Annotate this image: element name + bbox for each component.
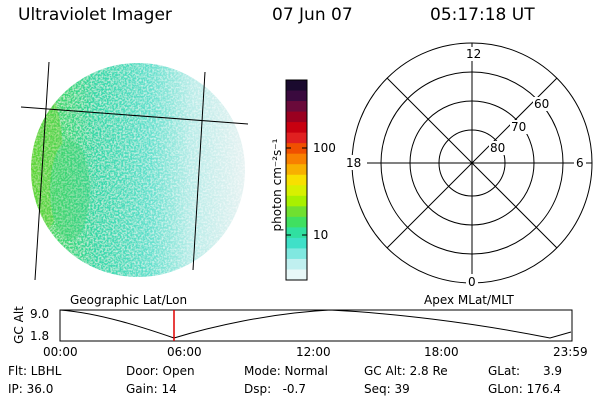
colorbar-tick-100: 100 (313, 141, 336, 155)
time-tick-1200: 12:00 (296, 345, 331, 359)
image-time: 05:17:18 UT (430, 5, 535, 25)
uv-image-disc (31, 63, 245, 277)
colorbar-segment (286, 80, 307, 92)
colorbar-segment (286, 111, 307, 123)
footer-dsp: Dsp: -0.7 (244, 382, 307, 396)
altitude-plot (59, 309, 573, 342)
colorbar-segment (286, 195, 307, 207)
colorbar-segment (286, 237, 307, 250)
image-date: 07 Jun 07 (272, 5, 353, 25)
mlt-label-6: 6 (576, 156, 584, 170)
colorbar-segment (286, 122, 307, 134)
altitude-ymin: 1.8 (30, 329, 50, 343)
label-bg-60 (533, 97, 553, 111)
polar-grid (351, 42, 593, 284)
time-tick-0000: 00:00 (43, 345, 78, 359)
mlat-label-80: 80 (490, 141, 506, 155)
time-tick-0600: 06:00 (167, 345, 202, 359)
mlt-label-12: 12 (466, 47, 482, 61)
geo-label: Geographic Lat/Lon (70, 293, 188, 307)
footer-mode: Mode: Normal (244, 364, 328, 378)
footer-door: Door: Open (126, 364, 195, 378)
colorbar-segment (286, 269, 307, 281)
footer-glon: GLon: 176.4 (488, 382, 561, 396)
colorbar (285, 79, 308, 281)
footer-filter: Flt: LBHL (8, 364, 62, 378)
label-bg-6 (574, 155, 586, 170)
colorbar-unit-label: photon cm⁻²s⁻¹ (270, 138, 284, 232)
colorbar-segment (286, 90, 307, 102)
imager-title: Ultraviolet Imager (18, 5, 172, 25)
mlt-label-0: 0 (468, 275, 476, 289)
colorbar-segment (286, 164, 307, 176)
colorbar-segment (286, 153, 307, 165)
altitude-ylabel: GC Alt (12, 306, 26, 344)
altitude-ymax: 9.0 (30, 307, 50, 321)
altitude-curve (59, 309, 572, 339)
colorbar-segment (286, 132, 307, 144)
colorbar-frame (285, 79, 308, 281)
time-tick-1800: 18:00 (424, 345, 459, 359)
footer-gain: Gain: 14 (126, 382, 177, 396)
mlt-label-18: 18 (346, 156, 362, 170)
colorbar-segment (286, 174, 307, 186)
mlat-label-60: 60 (534, 97, 550, 111)
mlat-label-70: 70 (511, 120, 527, 134)
colorbar-segment (286, 258, 307, 271)
label-bg-0 (466, 274, 478, 288)
label-bg-12 (465, 47, 483, 61)
colorbar-tick-10: 10 (313, 228, 329, 242)
footer-gc-alt: GC Alt: 2.8 Re (364, 364, 448, 378)
label-bg-70 (510, 120, 530, 134)
apex-label: Apex MLat/MLT (424, 293, 514, 307)
geo-grid-lines (20, 61, 249, 281)
colorbar-ticks (286, 147, 307, 236)
colorbar-segment (286, 248, 307, 260)
altitude-plot-frame (59, 309, 573, 342)
time-tick-2359: 23:59 (553, 345, 588, 359)
colorbar-segment (286, 216, 307, 228)
colorbar-segment (286, 185, 307, 197)
label-bg-18 (345, 155, 367, 170)
colorbar-segment (286, 143, 307, 155)
footer-glat: GLat: 3.9 (488, 364, 563, 378)
label-bg-80 (489, 141, 509, 155)
colorbar-segment (286, 101, 307, 113)
footer-seq: Seq: 39 (364, 382, 410, 396)
colorbar-segment (286, 206, 307, 218)
footer-ip: IP: 36.0 (8, 382, 54, 396)
colorbar-segment (286, 227, 307, 239)
